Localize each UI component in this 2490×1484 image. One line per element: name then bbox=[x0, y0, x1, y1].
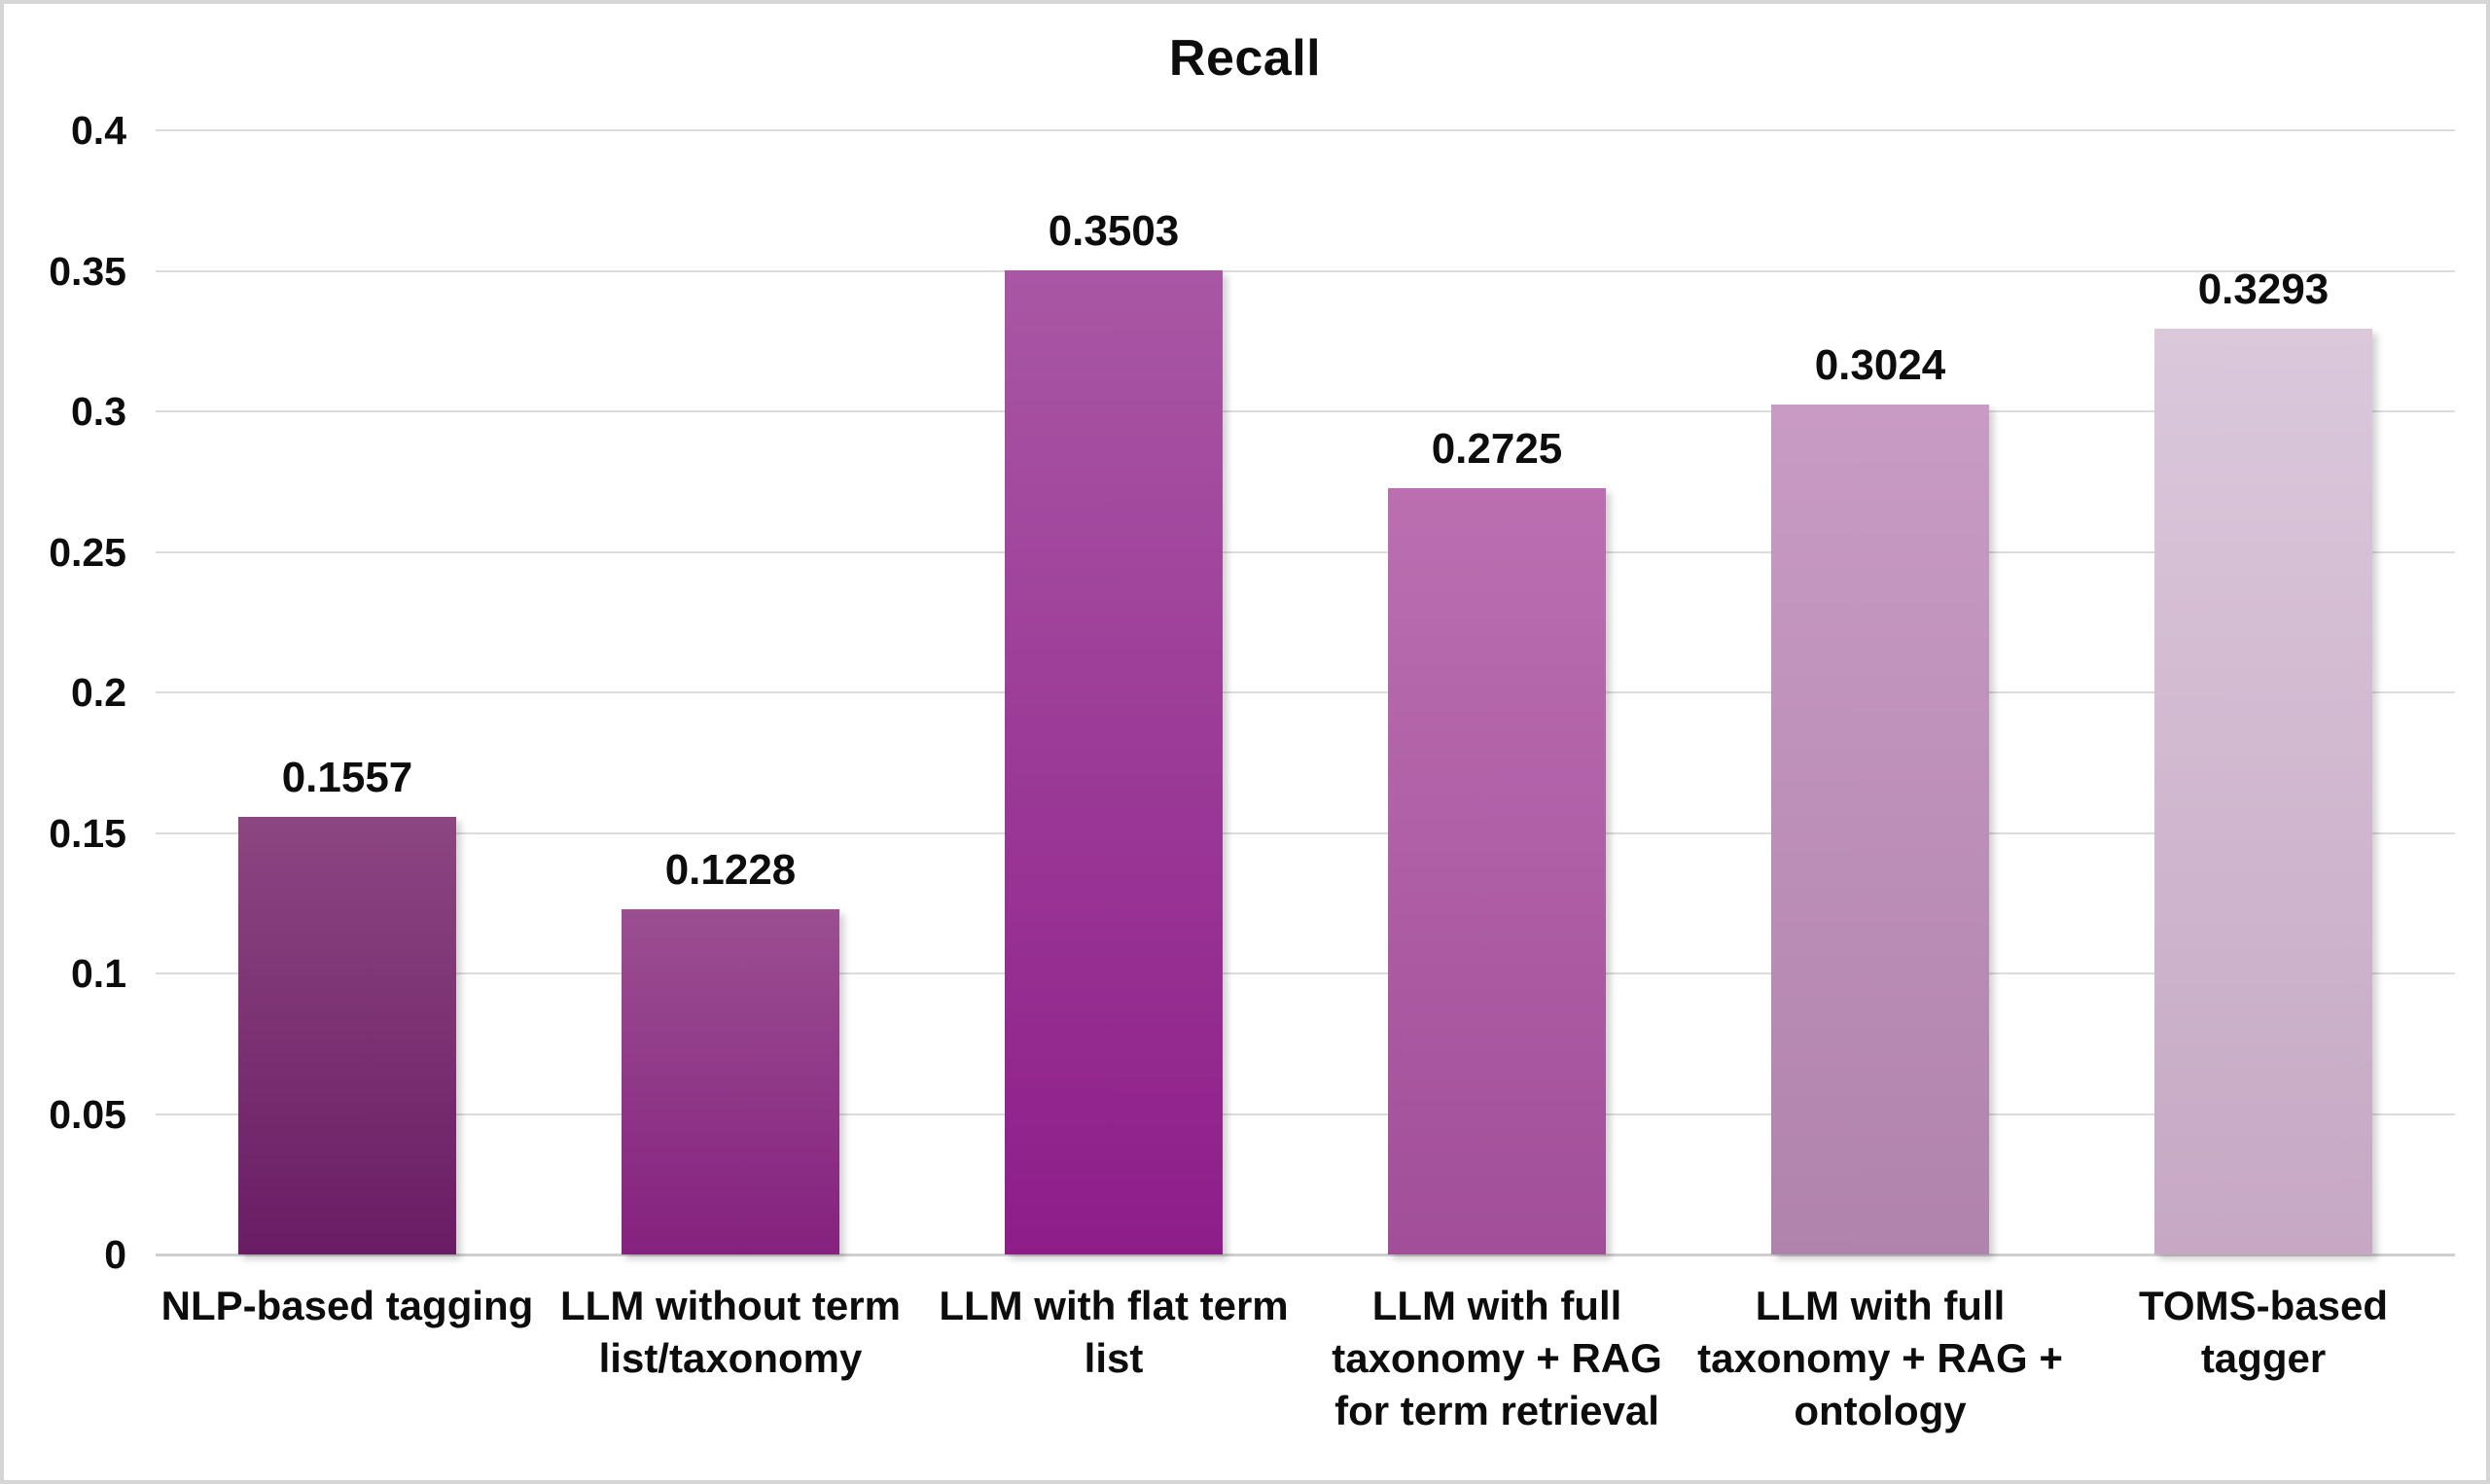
y-tick-label-0.1: 0.1 bbox=[71, 951, 126, 996]
bar-value-label: 0.3024 bbox=[1814, 341, 1946, 389]
gridline-0.1 bbox=[156, 972, 2455, 974]
bar-value-label: 0.1228 bbox=[664, 846, 797, 894]
y-axis: 0.4 0.35 0.3 0.25 0.2 0.15 0.1 0.05 0 bbox=[4, 108, 126, 1277]
category-label-0: NLP-based tagging bbox=[160, 1283, 534, 1328]
y-tick-label-0.2: 0.2 bbox=[71, 670, 126, 715]
bar-llm-without-term-list-taxonomy bbox=[622, 909, 839, 1254]
bar-value-label: 0.3503 bbox=[1048, 207, 1180, 255]
category-label-2: LLM with flat term list bbox=[939, 1283, 1289, 1381]
bar-slot-1: 0.1228 bbox=[539, 130, 922, 1254]
bars-layer: 0.1557 0.1228 0.3503 0.2725 0.3024 0.3293 bbox=[156, 130, 2455, 1254]
bar-llm-with-full-taxonomy-rag-ontology bbox=[1771, 405, 1989, 1254]
bar-slot-3: 0.2725 bbox=[1305, 130, 1689, 1254]
x-axis: NLP-based tagging LLM without term list/t… bbox=[156, 1280, 2455, 1437]
gridline-0.2 bbox=[156, 691, 2455, 693]
gridline-0.3 bbox=[156, 410, 2455, 412]
plot-area: 0.1557 0.1228 0.3503 0.2725 0.3024 0.3293 bbox=[156, 129, 2455, 1256]
y-tick-label-0.35: 0.35 bbox=[49, 248, 126, 294]
bar-slot-0: 0.1557 bbox=[156, 130, 539, 1254]
y-tick-label-0: 0 bbox=[104, 1232, 126, 1277]
bar-value-label: 0.2725 bbox=[1431, 425, 1563, 473]
gridline-0.4 bbox=[156, 129, 2455, 131]
bar-value-label: 0.1557 bbox=[281, 754, 413, 801]
bar-toms-based-tagger bbox=[2154, 329, 2372, 1254]
category-label-1: LLM without term list/taxonomy bbox=[560, 1283, 901, 1381]
bar-nlp-based-tagging bbox=[238, 817, 456, 1254]
y-tick-label-0.15: 0.15 bbox=[49, 810, 126, 856]
chart-title: Recall bbox=[1168, 30, 1322, 87]
y-tick-label-0.25: 0.25 bbox=[49, 529, 126, 575]
gridline-0.15 bbox=[156, 831, 2455, 834]
y-tick-label-0.3: 0.3 bbox=[71, 389, 126, 434]
category-label-5: TOMS-based tagger bbox=[2139, 1283, 2388, 1381]
x-axis-baseline bbox=[156, 1254, 2455, 1256]
bar-slot-2: 0.3503 bbox=[922, 130, 1305, 1254]
gridline-0.25 bbox=[156, 550, 2455, 553]
grid-layer bbox=[156, 129, 2455, 1256]
gridline-0.35 bbox=[156, 269, 2455, 272]
bar-llm-with-full-taxonomy-rag-for-term-retrieval bbox=[1388, 488, 1606, 1254]
bar-slot-5: 0.3293 bbox=[2072, 130, 2455, 1254]
bar-llm-with-flat-term-list bbox=[1005, 270, 1223, 1254]
bar-slot-4: 0.3024 bbox=[1689, 130, 2072, 1254]
bar-value-label: 0.3293 bbox=[2197, 265, 2330, 313]
y-tick-label-0.4: 0.4 bbox=[71, 108, 126, 153]
gridline-0.05 bbox=[156, 1113, 2455, 1115]
category-label-4: LLM with full taxonomy + RAG + ontology bbox=[1697, 1283, 2063, 1433]
y-tick-label-0.05: 0.05 bbox=[49, 1091, 126, 1137]
category-label-3: LLM with full taxonomy + RAG for term re… bbox=[1332, 1283, 1662, 1433]
